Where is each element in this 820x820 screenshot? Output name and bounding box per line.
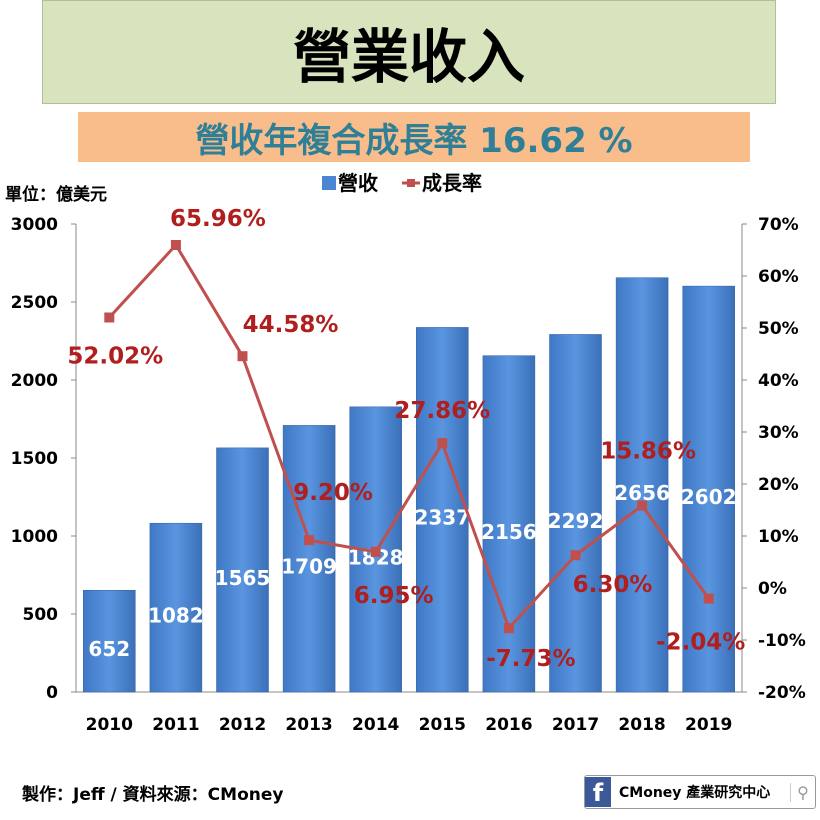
growth-marker — [703, 593, 714, 604]
growth-label: -2.04% — [656, 630, 745, 656]
logo-text: CMoney 產業研究中心 — [619, 785, 771, 801]
cmoney-facebook-badge[interactable]: f CMoney 產業研究中心 ⚲ — [584, 775, 816, 809]
legend-bar-label: 營收 — [338, 171, 378, 195]
growth-marker — [237, 351, 248, 362]
x-tick-label: 2010 — [86, 715, 133, 735]
left-tick-label: 500 — [23, 605, 59, 625]
right-tick-label: -20% — [758, 683, 806, 703]
growth-marker — [437, 438, 448, 449]
x-tick-label: 2012 — [219, 715, 266, 735]
bar-value-label: 2292 — [548, 509, 604, 533]
bar-value-label: 2337 — [414, 506, 470, 530]
left-tick-label: 2000 — [11, 371, 58, 391]
right-tick-label: 30% — [758, 423, 799, 443]
facebook-icon: f — [585, 777, 611, 807]
credit-text: 製作：Jeff / 資料來源：CMoney — [22, 785, 284, 805]
growth-label: 15.86% — [600, 439, 696, 465]
right-tick-label: 40% — [758, 371, 799, 391]
bar-value-label: 2602 — [681, 485, 737, 509]
x-tick-label: 2017 — [552, 715, 599, 735]
growth-label: 6.95% — [354, 583, 434, 609]
x-tick-label: 2014 — [352, 715, 399, 735]
bar-value-label: 1082 — [148, 604, 204, 628]
bar-2012 — [216, 447, 269, 693]
bar-2013 — [282, 425, 336, 693]
growth-marker — [637, 500, 648, 511]
x-tick-label: 2011 — [152, 715, 199, 735]
right-tick-label: -10% — [758, 631, 806, 651]
growth-label: 52.02% — [67, 343, 163, 369]
left-tick-label: 2500 — [11, 293, 58, 313]
x-tick-label: 2018 — [618, 715, 665, 735]
bar-2010 — [83, 590, 136, 693]
bar-2016 — [482, 355, 536, 693]
growth-label: 6.30% — [573, 572, 653, 598]
left-tick-label: 0 — [46, 683, 58, 703]
growth-marker — [170, 240, 181, 251]
left-tick-label: 1000 — [11, 527, 58, 547]
growth-label: 44.58% — [243, 312, 339, 338]
cagr-subtitle: 營收年複合成長率 16.62 % — [78, 112, 750, 162]
left-tick-label: 3000 — [11, 215, 58, 235]
legend-line-marker — [407, 179, 415, 187]
search-icon: ⚲ — [790, 782, 815, 802]
bar-2019 — [682, 285, 735, 693]
growth-label: 65.96% — [170, 206, 266, 232]
bar-2015 — [416, 327, 469, 693]
y-axis-label: 單位：億美元 — [5, 184, 107, 205]
growth-marker — [570, 550, 581, 561]
growth-marker — [104, 312, 115, 323]
right-tick-label: 60% — [758, 267, 799, 287]
growth-marker — [370, 546, 381, 557]
right-tick-label: 20% — [758, 475, 799, 495]
x-tick-label: 2015 — [419, 715, 466, 735]
growth-marker — [503, 623, 514, 634]
bar-value-label: 2156 — [481, 520, 537, 544]
x-tick-label: 2016 — [485, 715, 532, 735]
right-tick-label: 0% — [758, 579, 787, 599]
bar-2011 — [149, 522, 203, 693]
growth-label: -7.73% — [486, 646, 575, 672]
x-tick-label: 2019 — [685, 715, 732, 735]
bar-value-label: 1565 — [215, 566, 271, 590]
bar-value-label: 652 — [88, 637, 130, 661]
x-tick-label: 2013 — [285, 715, 332, 735]
chart: 單位：億美元 0 500 1000 1500 2000 2500 3000 -20% -10% 0%… — [5, 171, 806, 735]
left-tick-label: 1500 — [11, 449, 58, 469]
growth-label: 27.86% — [394, 398, 490, 424]
legend-bar-swatch — [322, 176, 336, 190]
growth-marker — [304, 535, 315, 546]
growth-label: 9.20% — [293, 480, 373, 506]
legend-line-label: 成長率 — [422, 171, 482, 195]
right-tick-label: 70% — [758, 215, 799, 235]
chart-title: 營業收入 — [42, 0, 776, 104]
bar-2017 — [549, 334, 602, 693]
right-tick-label: 10% — [758, 527, 799, 547]
growth-line — [108, 242, 710, 632]
bar-2018 — [615, 277, 669, 693]
bar-value-label: 1709 — [281, 555, 337, 579]
right-tick-label: 50% — [758, 319, 799, 339]
